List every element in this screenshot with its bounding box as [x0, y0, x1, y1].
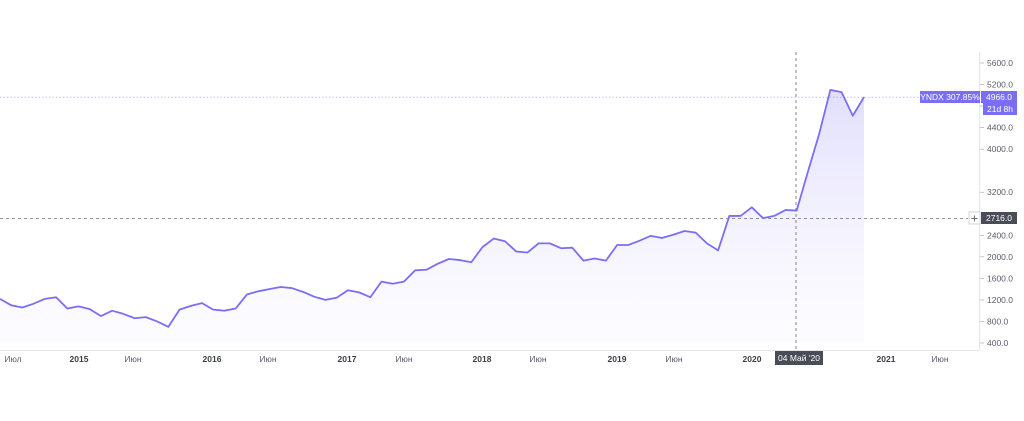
x-tick-label: 2021 — [877, 354, 896, 364]
countdown-label: 21d 8h — [987, 104, 1013, 114]
x-axis[interactable]: Июл 2015 Июн 2016 Июн 2017 Июн 2018 Июн 2019 Июн 20… — [0, 350, 979, 365]
x-tick-label: Июн — [124, 354, 141, 364]
y-tick-label: 4000.0 — [987, 144, 1013, 154]
x-tick-label: Июн — [395, 354, 412, 364]
ticker-badge-label: YNDX 307.85% — [920, 92, 980, 102]
crosshair-date-label: 04 Май '20 — [778, 353, 820, 363]
current-price-badge — [981, 91, 1017, 103]
countdown-badge — [983, 103, 1017, 115]
current-price-label: 4966.0 — [986, 92, 1012, 102]
y-tick-label: 5200.0 — [987, 80, 1013, 90]
crosshair-price-label: 2716.0 — [986, 213, 1012, 223]
y-tick-label: 3200.0 — [987, 187, 1013, 197]
plus-icon[interactable]: + — [970, 214, 978, 225]
y-tick-label: 1600.0 — [987, 273, 1013, 283]
y-tick-label: 2400.0 — [987, 230, 1013, 240]
x-tick-label: Июн — [529, 354, 546, 364]
y-tick-label: 400.0 — [987, 338, 1009, 348]
x-tick-label: 2015 — [70, 354, 89, 364]
x-tick-label: 2016 — [203, 354, 222, 364]
x-tick-label: 2017 — [338, 354, 357, 364]
x-tick-label: Июл — [4, 354, 21, 364]
price-area-fill — [0, 89, 864, 343]
crosshair-date-badge — [775, 351, 823, 365]
x-tick-label: 2018 — [473, 354, 492, 364]
price-line — [0, 89, 865, 328]
y-tick-label: 1200.0 — [987, 295, 1013, 305]
crosshair-price-badge — [981, 212, 1017, 224]
x-tick-label: Июн — [259, 354, 276, 364]
x-tick-label: Июн — [665, 354, 682, 364]
y-tick-label: 2000.0 — [987, 252, 1013, 262]
price-badges: YNDX 307.85% 4966.0 21d 8h 2716.0 + 04 М… — [775, 91, 1017, 365]
y-tick-label: 5600.0 — [987, 58, 1013, 68]
ticker-badge — [920, 91, 980, 103]
y-tick-label: 4400.0 — [987, 123, 1013, 133]
x-tick-label: 2019 — [608, 354, 627, 364]
crosshair-plus-button[interactable] — [968, 211, 981, 225]
y-tick-label: 800.0 — [987, 316, 1009, 326]
plot-area[interactable] — [0, 52, 980, 350]
x-tick-label: Июн — [931, 354, 948, 364]
x-tick-label: 2020 — [743, 354, 762, 364]
